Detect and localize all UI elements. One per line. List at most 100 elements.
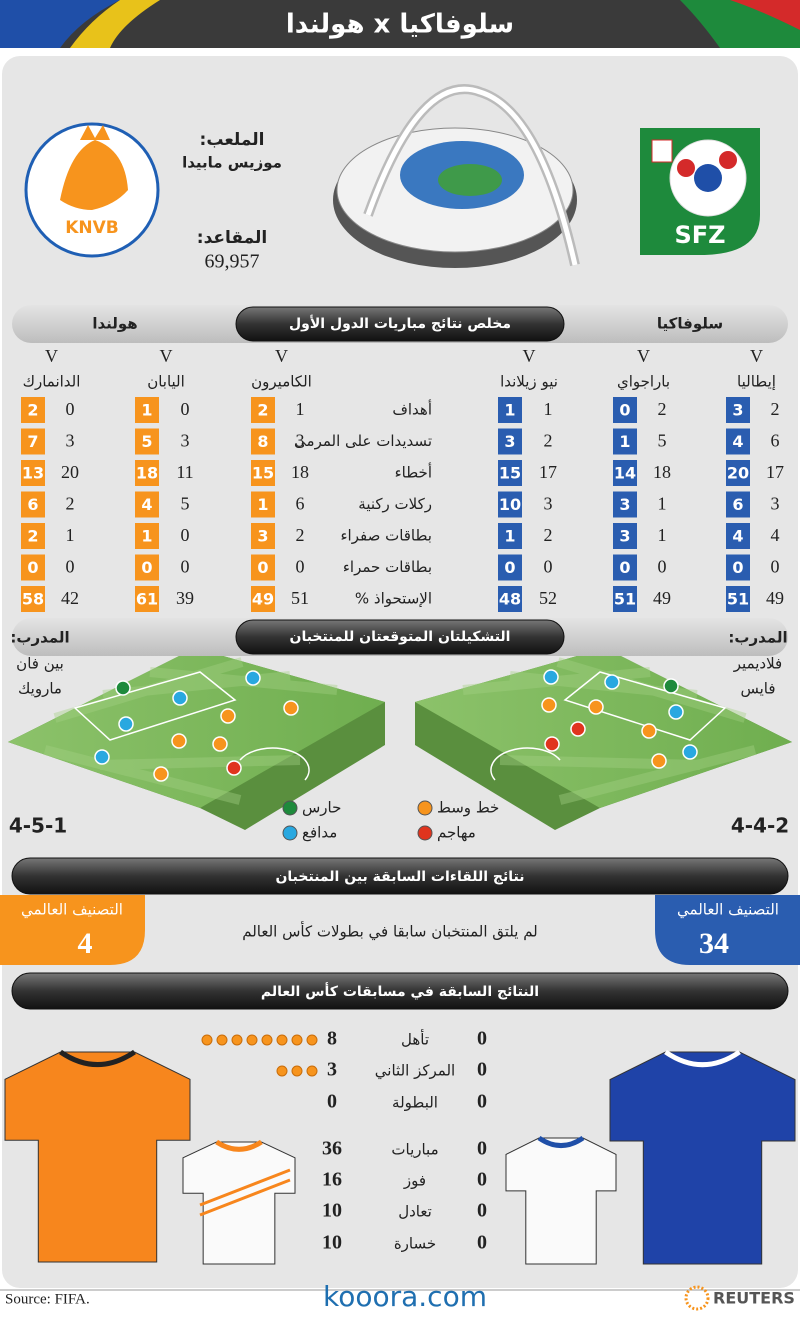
history-label: البطولة [392,1094,438,1112]
team-stat: 1 [141,527,152,546]
stat-box [613,523,637,549]
player [570,721,586,737]
opponent-stat: 2 [771,399,780,419]
stat-box [613,586,637,612]
opponent-stat: 0 [658,557,667,577]
team-stat: 48 [499,590,521,609]
opponent-stat: 18 [291,462,309,482]
player [226,760,242,776]
stat-box [251,491,275,518]
match-mark: V [523,346,536,366]
formation: 4-4-2 [731,814,789,838]
opponent-stat: 3 [66,431,75,451]
pitch-lines [490,671,727,781]
team-stat: 49 [252,590,274,609]
coach-label: المدرب: [728,629,787,647]
reuters-icon [684,1285,710,1311]
opponent-name: باراجواي [617,373,670,392]
ranking-value: 34 [699,927,729,960]
team-stat: 8 [257,432,268,451]
player [682,744,698,760]
section-bar [11,972,789,1010]
stat-box [135,586,159,612]
history-dot [276,1034,288,1046]
opponent-name: إيطاليا [737,373,776,391]
team-name: هولندا [92,315,137,333]
legend-label: حارس [302,799,341,817]
opponent-stat: 2 [658,399,667,419]
stat-box [498,460,522,486]
shirt-collar [664,1049,741,1068]
history-dot [276,1065,288,1077]
history-label: خسارة [394,1235,436,1253]
opponent-stat: 52 [539,588,557,608]
history-value: 16 [322,1169,342,1191]
opponent-stat: 2 [544,431,553,451]
legend-swatch [417,800,433,816]
section-title: نتائج اللقاءات السابقة بين المنتخبان [275,869,524,885]
history-label: تعادل [398,1203,432,1221]
opponent-stat: 0 [181,525,190,545]
coach-name: فايس [740,680,775,698]
agency: REUTERS [713,1289,795,1308]
crown-icon [80,125,110,140]
stat-box [21,428,45,455]
player [212,736,228,752]
ranking-label: التصنيف العالمي [21,901,123,920]
stat-label: أهداف [392,400,432,419]
stat-label: بطاقات صفراء [340,527,432,545]
stadium: موزيس مابيدا [182,154,282,172]
player [604,674,620,690]
shirts [4,1049,796,1265]
opponent-stat: 49 [766,588,784,608]
stat-box [251,428,275,455]
shirt-collar [215,1139,263,1152]
team-stat: 61 [136,590,158,609]
team-stat: 15 [252,464,274,483]
opponent-stat: 3 [544,494,553,514]
history-dot [306,1034,318,1046]
team-stat: 51 [614,590,636,609]
history-value: 0 [477,1028,487,1050]
opponent-stat: 20 [61,462,79,482]
flag-icon [651,139,673,163]
players [94,669,698,782]
section-title: مخلص نتائج مباريات الدول الأول [289,315,511,332]
stat-box [21,554,45,581]
player [94,749,110,765]
opponent-stat: 3 [296,431,305,451]
team-stat: 18 [136,464,158,483]
match-mark: V [750,346,763,366]
stat-box [613,397,637,423]
stat-box [251,554,275,581]
opponent-stat: 17 [539,462,557,482]
stat-box [135,523,159,549]
match-mark: V [45,346,58,366]
player [544,736,560,752]
ranking-value: 4 [78,927,93,960]
lion-icon [60,140,128,210]
pitch [8,648,385,808]
player [172,690,188,706]
stat-box [498,428,522,455]
team-stat: 3 [619,527,630,546]
team-stat: 2 [257,401,268,420]
opponent-stat: 1 [66,525,75,545]
section-title: التشكيلتان المتوقعتان للمنتخبان [290,629,511,645]
stat-box [21,586,45,612]
h2h-text: لم يلتق المنتخبان سابقا في بطولات كأس ال… [242,921,538,942]
opponent-stat: 39 [176,588,194,608]
history-value: 0 [477,1232,487,1254]
stat-box [21,460,45,486]
team-stat: 1 [141,401,152,420]
stat-box [498,491,522,518]
history-value: 3 [327,1059,337,1081]
stat-box [613,460,637,486]
team-stat: 0 [141,558,152,577]
shirt-collar [537,1135,585,1149]
team-stat: 1 [257,495,268,514]
formation: 4-5-1 [9,814,67,838]
team-stat: 20 [727,464,749,483]
stadium-label: الملعب: [200,130,265,150]
stat-label: تسديدات على المرمى [294,432,432,450]
